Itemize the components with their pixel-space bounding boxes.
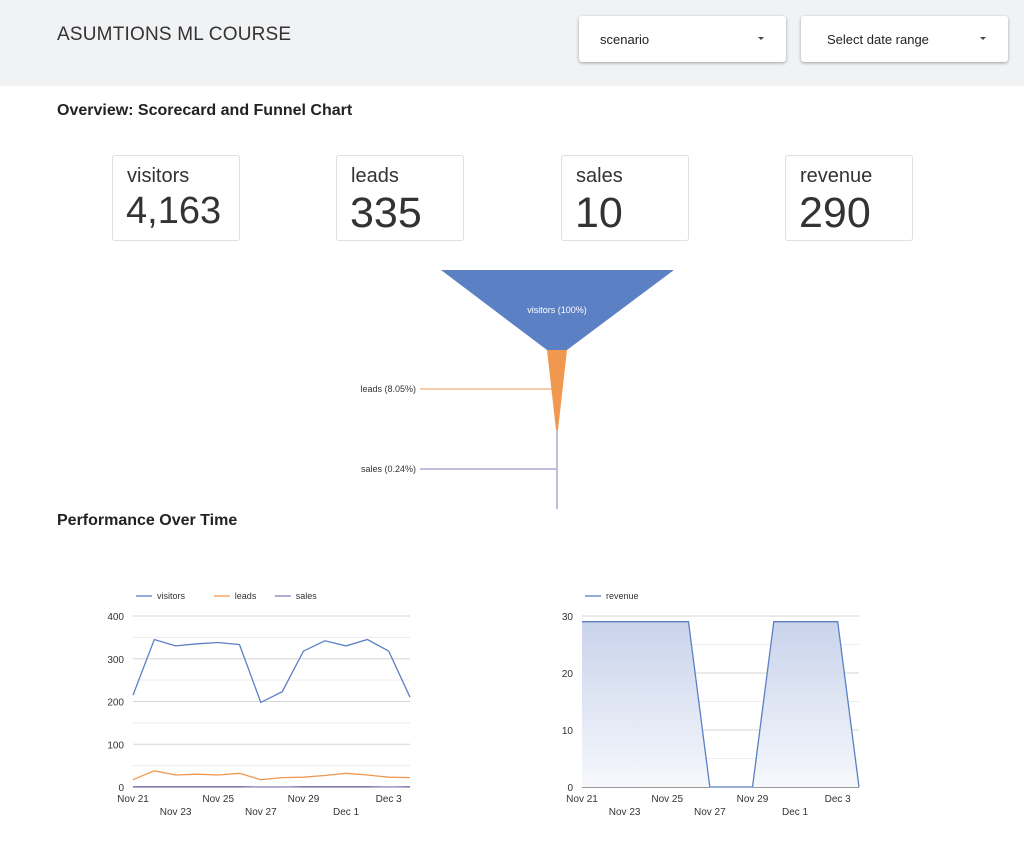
caret-down-icon bbox=[980, 37, 986, 40]
series-line-visitors bbox=[132, 638, 411, 704]
scorecard-sales: sales 10 bbox=[561, 155, 689, 241]
x-tick-label: Dec 1 bbox=[333, 807, 360, 818]
x-tick-label: Nov 29 bbox=[737, 794, 769, 805]
funnel-stage-label: visitors (100%) bbox=[527, 305, 587, 315]
series-line-leads bbox=[132, 770, 411, 781]
scorecard-label: sales bbox=[576, 165, 623, 187]
scorecard-value: 4,163 bbox=[126, 190, 222, 232]
x-tick-label: Nov 25 bbox=[651, 794, 683, 805]
x-tick-label: Nov 21 bbox=[117, 794, 149, 805]
scorecard-value: 335 bbox=[350, 189, 422, 237]
y-tick-label: 0 bbox=[567, 783, 573, 794]
app-title: ASUMTIONS ML COURSE bbox=[57, 24, 292, 45]
scorecard-label: revenue bbox=[800, 165, 873, 187]
x-tick-label: Nov 27 bbox=[694, 807, 726, 818]
overview-section-title: Overview: Scorecard and Funnel Chart bbox=[57, 102, 353, 119]
x-tick-label: Nov 27 bbox=[245, 807, 277, 818]
x-tick-label: Dec 3 bbox=[825, 794, 852, 805]
funnel-stage-visitors bbox=[441, 270, 674, 350]
x-tick-label: Dec 1 bbox=[782, 807, 809, 818]
y-tick-label: 200 bbox=[107, 698, 124, 709]
y-tick-label: 400 bbox=[107, 612, 124, 623]
funnel-stage-label: sales (0.24%) bbox=[361, 464, 416, 474]
page-header: ASUMTIONS ML COURSE scenario Select date… bbox=[0, 0, 1024, 86]
scorecard-label: leads bbox=[351, 165, 399, 187]
y-tick-label: 30 bbox=[562, 612, 574, 623]
y-tick-label: 0 bbox=[118, 783, 124, 794]
date-range-dropdown-label: Select date range bbox=[827, 32, 929, 47]
scorecard-value: 290 bbox=[799, 189, 871, 237]
scorecard-value: 10 bbox=[575, 189, 623, 237]
scenario-dropdown-label: scenario bbox=[600, 32, 650, 47]
legend-label-leads: leads bbox=[235, 591, 257, 601]
y-tick-label: 300 bbox=[107, 655, 124, 666]
y-tick-label: 100 bbox=[107, 740, 124, 751]
scenario-dropdown[interactable]: scenario bbox=[579, 16, 786, 62]
legend-label-sales: sales bbox=[296, 591, 318, 601]
funnel-stage-sales bbox=[556, 430, 558, 509]
x-tick-label: Nov 23 bbox=[160, 807, 192, 818]
series-line-revenue bbox=[582, 621, 860, 788]
x-tick-label: Nov 23 bbox=[609, 807, 641, 818]
x-tick-label: Nov 25 bbox=[202, 794, 234, 805]
caret-down-icon bbox=[758, 37, 764, 40]
x-tick-label: Dec 3 bbox=[376, 794, 403, 805]
legend-label-visitors: visitors bbox=[157, 591, 186, 601]
scorecard-visitors: visitors 4,163 bbox=[112, 155, 240, 241]
y-tick-label: 10 bbox=[562, 726, 574, 737]
scorecard-label: visitors bbox=[127, 165, 190, 187]
funnel-stage-leads bbox=[547, 350, 567, 430]
y-tick-label: 20 bbox=[562, 669, 574, 680]
legend-label-revenue: revenue bbox=[606, 591, 639, 601]
performance-section-title: Performance Over Time bbox=[57, 512, 238, 529]
scorecard-revenue: revenue 290 bbox=[785, 155, 913, 241]
scorecard-leads: leads 335 bbox=[336, 155, 464, 241]
x-tick-label: Nov 29 bbox=[288, 794, 320, 805]
funnel-stage-label: leads (8.05%) bbox=[360, 384, 416, 394]
x-tick-label: Nov 21 bbox=[566, 794, 598, 805]
date-range-dropdown[interactable]: Select date range bbox=[801, 16, 1008, 62]
area-fill-revenue bbox=[582, 621, 859, 787]
